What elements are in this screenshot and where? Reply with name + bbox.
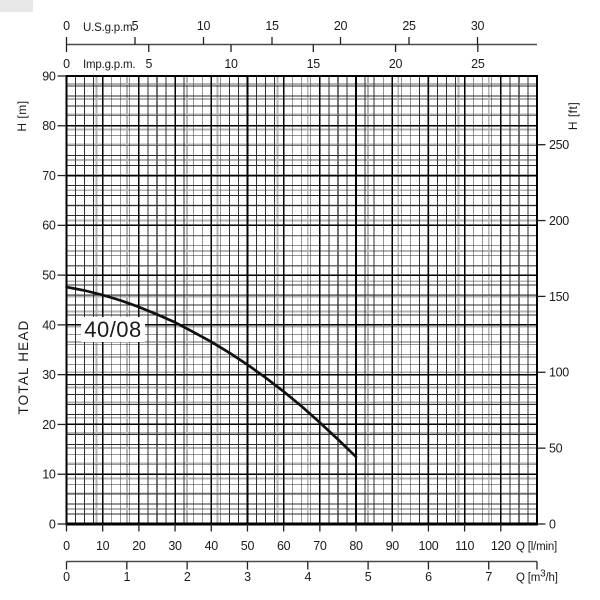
m3h-tick-label: 1: [123, 570, 130, 584]
m3h-axis-label: Q [m3/h]: [516, 569, 558, 585]
lmin-tick-label: 70: [313, 539, 327, 553]
lmin-axis-label: Q [l/min]: [516, 541, 557, 553]
lmin-tick-label: 30: [168, 539, 182, 553]
lmin-tick-label: 10: [96, 539, 110, 553]
m3h-tick-label: 3: [244, 570, 251, 584]
total-head-label: TOTAL HEAD: [16, 319, 31, 414]
impgpm-tick-label: 20: [389, 57, 403, 71]
top-axis: 0 5 10 15 20 25 30 0 5 10 15 20 25: [63, 19, 537, 71]
lmin-tick-label: 120: [491, 539, 511, 553]
m3h-label-sup: 3: [540, 569, 546, 580]
m3h-label-post: /h]: [546, 572, 558, 584]
lmin-tick-label: 110: [455, 539, 474, 553]
usgpm-tick-label: 30: [471, 19, 485, 33]
head-ft-tick-label: 0: [549, 517, 556, 531]
lmin-tick-label: 90: [386, 539, 400, 553]
head-ft-tick-label: 50: [549, 442, 563, 456]
head-ft-tick-label: 250: [549, 138, 569, 152]
usgpm-tick-label: 25: [402, 19, 416, 33]
lmin-tick-label: 50: [241, 539, 255, 553]
lmin-tick-label: 100: [418, 539, 438, 553]
head-ft-tick-label: 150: [549, 290, 569, 304]
head-m-tick-label: 90: [42, 69, 56, 83]
head-m-tick-label: 80: [42, 119, 56, 133]
head-m-tick-label: 0: [49, 517, 56, 531]
impgpm-tick-label: 25: [471, 57, 485, 71]
lmin-tick-label: 40: [205, 539, 219, 553]
lmin-tick-label: 0: [63, 539, 70, 553]
m3h-tick-label: 4: [304, 570, 311, 584]
m3h-tick-label: 2: [184, 570, 191, 584]
screenshot-artifact: [0, 0, 33, 12]
m3h-axis: 0 1 2 3 4 5 6 7: [63, 560, 538, 584]
usgpm-tick-label: 5: [132, 19, 139, 33]
head-m-tick-label: 20: [42, 418, 56, 432]
m3h-tick-label: 7: [485, 570, 492, 584]
head-m-tick-label: 40: [42, 318, 56, 332]
plot-border: [65, 75, 538, 526]
lmin-tick-label: 60: [277, 539, 291, 553]
head-ft-axis-label: H [ft]: [566, 102, 580, 130]
head-m-axis-label: H [m]: [15, 100, 29, 131]
bottom-axis-ticks: 0 10 20 30 40 50 60 70 80 90 100 110 120: [63, 524, 511, 553]
m3h-tick-label: 0: [63, 570, 70, 584]
m3h-label-pre: Q [m: [516, 572, 540, 584]
curve-label-bg: [81, 317, 145, 342]
grid-major-lines: [66, 76, 537, 524]
usgpm-tick-label: 0: [63, 19, 70, 33]
impgpm-tick-label: 15: [307, 57, 321, 71]
lmin-tick-label: 80: [349, 539, 363, 553]
impgpm-tick-label: 0: [63, 57, 70, 71]
head-m-tick-label: 70: [42, 169, 56, 183]
m3h-tick-label: 5: [365, 570, 372, 584]
usgpm-tick-label: 15: [265, 19, 279, 33]
left-axis-ticks: 0 10 20 30 40 50 60 70 80 90: [42, 69, 67, 531]
head-m-tick-label: 30: [42, 368, 56, 382]
head-ft-tick-label: 100: [549, 366, 569, 380]
usgpm-axis-label: U.S.g.p.m.: [83, 22, 135, 34]
head-ft-tick-label: 200: [549, 214, 569, 228]
usgpm-tick-label: 20: [334, 19, 348, 33]
right-axis-ticks: 0 50 100 150 200 250: [537, 138, 570, 531]
curve-40-08: [65, 285, 358, 459]
head-m-tick-label: 10: [42, 468, 56, 482]
pump-curve: [65, 285, 358, 459]
impgpm-axis-label: Imp.g.p.m.: [83, 59, 135, 71]
usgpm-tick-label: 10: [197, 19, 211, 33]
grid-minor-lines: [66, 76, 537, 524]
lmin-tick-label: 20: [132, 539, 146, 553]
impgpm-tick-label: 5: [145, 57, 152, 71]
head-m-tick-label: 50: [42, 269, 56, 283]
curve-label-text: 40/08: [84, 317, 142, 342]
m3h-tick-label: 6: [425, 570, 432, 584]
head-m-tick-label: 60: [42, 219, 56, 233]
curve-label: 40/08: [81, 317, 145, 342]
impgpm-tick-label: 10: [224, 57, 238, 71]
